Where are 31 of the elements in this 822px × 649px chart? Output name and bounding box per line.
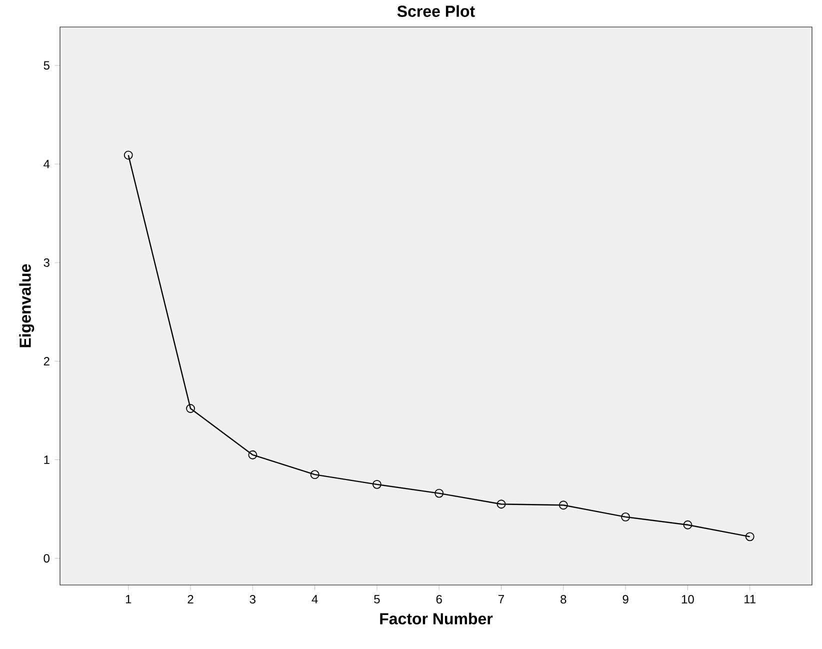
x-tick-label: 4 xyxy=(312,595,318,604)
point xyxy=(372,480,382,489)
y-tick-label: 4 xyxy=(44,160,50,168)
x-tick-label: 3 xyxy=(250,595,256,604)
x-tick-label: 5 xyxy=(374,595,380,604)
point xyxy=(124,150,133,160)
y-tick-label: 3 xyxy=(44,258,50,267)
x-tick-label: 8 xyxy=(560,595,566,604)
point xyxy=(558,500,568,510)
x-tick-label: 6 xyxy=(436,595,442,604)
y-tick-label: 2 xyxy=(44,357,50,366)
x-tick-label: 11 xyxy=(744,595,756,604)
x-tick-label: 10 xyxy=(682,595,694,604)
x-axis-title: Factor Number xyxy=(380,612,493,624)
chart-title: Scree Plot xyxy=(397,5,475,17)
point xyxy=(496,500,506,509)
point xyxy=(310,470,320,480)
point xyxy=(683,520,692,530)
point xyxy=(186,404,195,413)
x-tick-label: 7 xyxy=(498,595,504,604)
point xyxy=(621,512,630,522)
point xyxy=(745,532,754,542)
x-tick-label: 2 xyxy=(188,595,194,604)
x-tick-label: 9 xyxy=(622,595,628,604)
y-axis-title: Eigenvalue xyxy=(19,264,34,348)
y-tick-label: 0 xyxy=(44,554,50,563)
y-tick-label: 1 xyxy=(44,456,50,464)
y-tick-label: 5 xyxy=(44,61,50,70)
x-tick-label: 1 xyxy=(126,595,132,604)
point xyxy=(434,488,444,498)
point xyxy=(248,450,258,460)
